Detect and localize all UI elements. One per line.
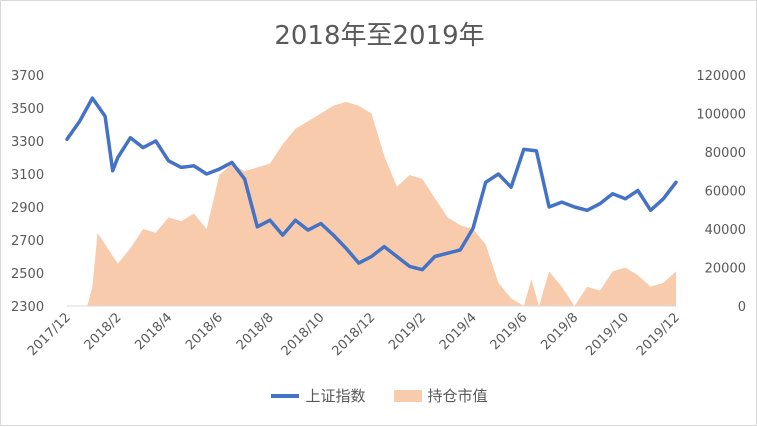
- x-tick-label: 2019/4: [437, 310, 480, 353]
- x-tick-label: 2018/4: [132, 310, 175, 353]
- y-left-tick-label: 3100: [11, 168, 44, 183]
- series-area-holding-value: [67, 101, 676, 307]
- legend-label-area: 持仓市值: [427, 387, 488, 405]
- y-right-tick-label: 80000: [705, 146, 746, 161]
- y-left-tick-label: 3300: [11, 135, 44, 150]
- y-right-tick-label: 60000: [705, 185, 746, 200]
- legend-swatch-line: [271, 393, 300, 398]
- series-line-index: [65, 96, 678, 272]
- y-right-tick-label: 20000: [705, 262, 746, 277]
- x-tick-label: 2019/6: [488, 310, 531, 353]
- y-left-tick-label: 3700: [11, 69, 44, 84]
- legend-item-line: 上证指数: [271, 385, 366, 406]
- x-tick-label: 2019/12: [634, 310, 683, 359]
- x-tick-label: 2018/2: [82, 310, 125, 353]
- y-left-tick-label: 2300: [11, 300, 44, 315]
- x-tick-label: 2018/8: [234, 310, 277, 353]
- x-tick-label: 2018/10: [279, 310, 328, 359]
- x-tick-label: 2018/12: [330, 310, 379, 359]
- legend-swatch-area: [393, 389, 422, 402]
- y-left-tick-label: 2500: [11, 267, 44, 282]
- x-tick-label: 2017/12: [25, 310, 74, 359]
- legend-label-line: 上证指数: [305, 387, 366, 405]
- chart-legend: 上证指数 持仓市值: [1, 385, 757, 406]
- y-right-tick-label: 40000: [705, 223, 746, 238]
- x-tick-label: 2019/10: [583, 310, 632, 359]
- chart-title: 2018年至2019年: [274, 21, 485, 51]
- y-left-tick-label: 3500: [11, 102, 44, 117]
- y-right-tick-label: 120000: [696, 69, 746, 84]
- x-tick-label: 2019/8: [538, 310, 581, 353]
- y-left-tick-label: 2700: [11, 234, 44, 249]
- y-right-tick-label: 0: [738, 300, 746, 315]
- x-tick-label: 2019/2: [386, 310, 429, 353]
- legend-item-area: 持仓市值: [393, 385, 488, 406]
- y-right-tick-label: 100000: [696, 108, 746, 123]
- x-tick-label: 2018/6: [183, 310, 226, 353]
- y-left-tick-label: 2900: [11, 201, 44, 216]
